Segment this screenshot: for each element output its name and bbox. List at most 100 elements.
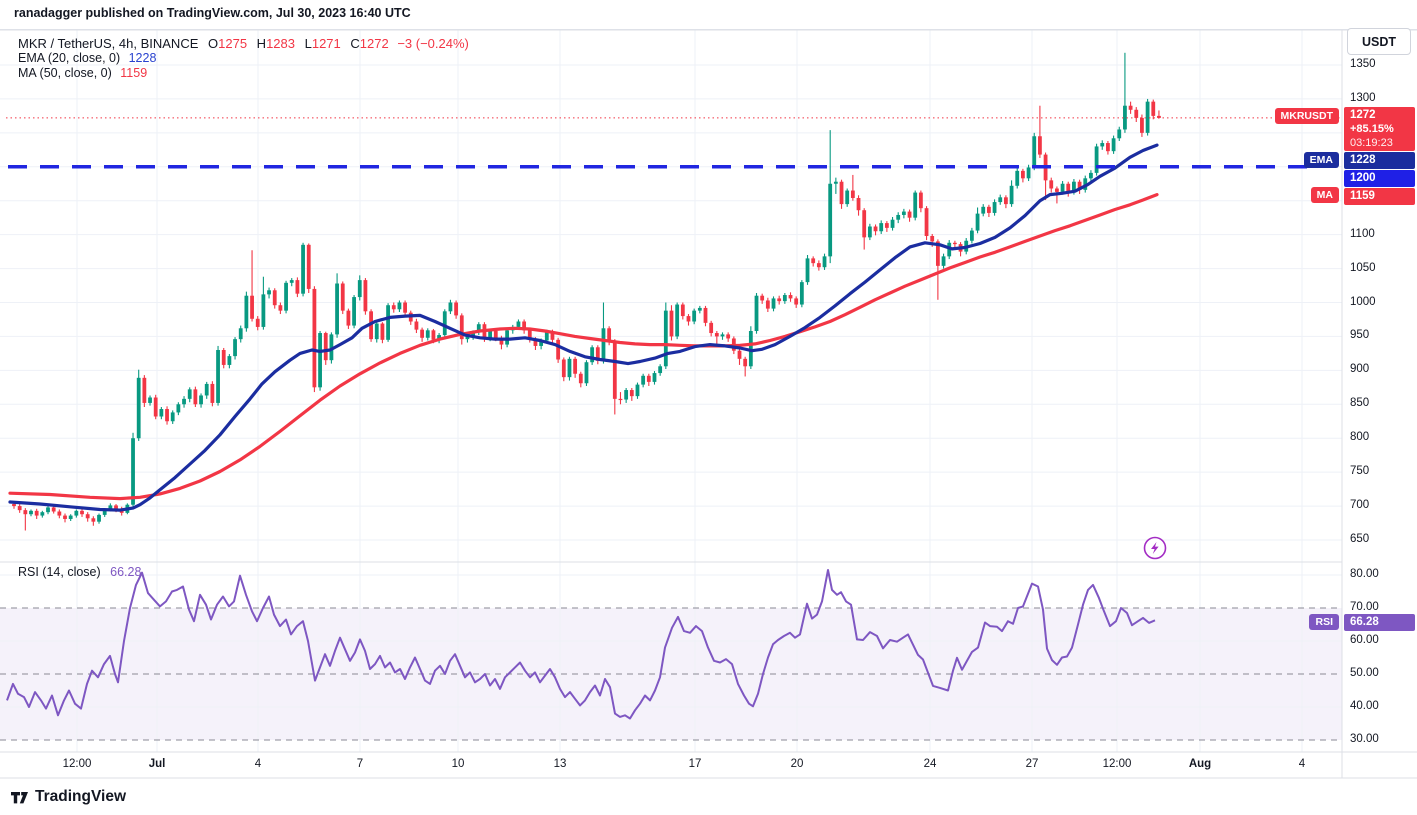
candle-body	[646, 375, 651, 382]
candle-body	[170, 412, 175, 422]
ohlc-close-value: 1272	[359, 36, 389, 51]
candle-body	[425, 330, 430, 338]
ema-legend-label: EMA (20, close, 0)	[18, 51, 121, 65]
candle-body	[930, 236, 935, 242]
candle-body	[216, 350, 220, 403]
currency-unit-button[interactable]: USDT	[1347, 28, 1411, 55]
candle-body	[29, 510, 33, 515]
candle-body	[862, 210, 867, 238]
candle-body	[1128, 105, 1133, 110]
candle-body	[437, 335, 441, 340]
candle-body	[1032, 136, 1037, 168]
candle-body	[108, 505, 113, 510]
candle-body	[556, 339, 561, 360]
candle-body	[204, 383, 209, 396]
candle-body	[975, 213, 980, 231]
candle-body	[17, 506, 22, 511]
candle-body	[692, 310, 697, 322]
candle-body	[255, 318, 260, 327]
candle-body	[454, 302, 459, 316]
tradingview-logo[interactable]: TradingView	[10, 787, 126, 806]
ohlc-open-label: O	[208, 36, 219, 51]
candle-body	[879, 223, 884, 232]
candle-body	[737, 350, 742, 359]
candle-body	[193, 389, 198, 405]
price-tick-label: 850	[1350, 397, 1370, 410]
candle-body	[493, 331, 498, 338]
ohlc-high-value: 1283	[266, 36, 295, 51]
candle-body	[777, 298, 782, 302]
candle-body	[1140, 117, 1144, 133]
candle-body	[522, 321, 527, 331]
candle-body	[397, 302, 402, 310]
candle-body	[199, 395, 203, 405]
candle-body	[992, 202, 997, 213]
candle-body	[97, 514, 101, 522]
candle-body	[148, 397, 152, 403]
price-tick-label: 750	[1350, 465, 1370, 478]
ma-value-badge: 1159	[1344, 187, 1415, 205]
candle-body	[403, 302, 407, 313]
candle-body	[697, 307, 702, 311]
rsi-tick-label: 80.00	[1350, 568, 1379, 580]
time-tick-label: 24	[923, 758, 937, 770]
candle-body	[680, 304, 685, 317]
candle-body	[1026, 167, 1031, 179]
candle-body	[867, 226, 872, 238]
candle-body	[578, 373, 583, 384]
symbol-row: MKR / TetherUS, 4h, BINANCE O1275 H1283 …	[18, 36, 469, 51]
candle-body	[289, 280, 294, 283]
candle-body	[714, 333, 719, 337]
price-tick-label: 950	[1350, 329, 1370, 342]
candle-body	[850, 190, 855, 198]
candle-body	[210, 383, 215, 403]
time-tick-label: 4	[1298, 758, 1306, 770]
candle-body	[431, 330, 436, 340]
candle-body	[1009, 185, 1014, 205]
candle-body	[765, 300, 770, 309]
candle-body	[23, 510, 28, 515]
candle-body	[363, 280, 368, 312]
candle-body	[595, 347, 600, 361]
ma-legend-value: 1159	[120, 66, 148, 80]
candle-body	[839, 181, 844, 205]
time-tick-label: Aug	[1188, 758, 1212, 770]
price-tick-label: 1300	[1350, 91, 1376, 104]
candle-body	[12, 504, 16, 507]
candle-body	[652, 373, 657, 382]
candle-body	[488, 331, 493, 339]
candle-body	[153, 397, 158, 417]
candle-body	[816, 263, 821, 268]
candle-body	[584, 362, 589, 384]
candle-body	[91, 518, 96, 522]
rsi-tick-label: 50.00	[1350, 667, 1379, 679]
candle-body	[187, 389, 192, 399]
candle-body	[318, 333, 322, 388]
candle-body	[941, 256, 946, 266]
rsi-tick-label: 60.00	[1350, 634, 1379, 646]
candle-body	[1015, 170, 1020, 186]
candle-body	[1038, 136, 1042, 155]
ema-pill: EMA	[1303, 152, 1339, 168]
ohlc-close-label: C	[350, 36, 360, 51]
candle-body	[306, 244, 311, 289]
ma-legend-row: MA (50, close, 0) 1159	[18, 66, 469, 81]
lightning-icon-bolt	[1151, 542, 1159, 554]
candle-body	[420, 329, 424, 338]
candle-body	[1077, 181, 1082, 190]
time-tick-label: 7	[356, 758, 364, 770]
ema20-line	[8, 143, 1159, 512]
candle-body	[516, 321, 521, 327]
candle-body	[1060, 183, 1065, 192]
candle-body	[641, 375, 646, 385]
candle-body	[312, 288, 317, 388]
candle-body	[822, 256, 827, 268]
ma-pill: MA	[1310, 187, 1339, 203]
candle-body	[913, 192, 918, 218]
candle-body	[1049, 180, 1054, 189]
price-tick-label: 650	[1350, 533, 1370, 545]
candle-body	[459, 315, 464, 340]
candle-body	[833, 181, 838, 184]
candle-body	[136, 377, 141, 439]
